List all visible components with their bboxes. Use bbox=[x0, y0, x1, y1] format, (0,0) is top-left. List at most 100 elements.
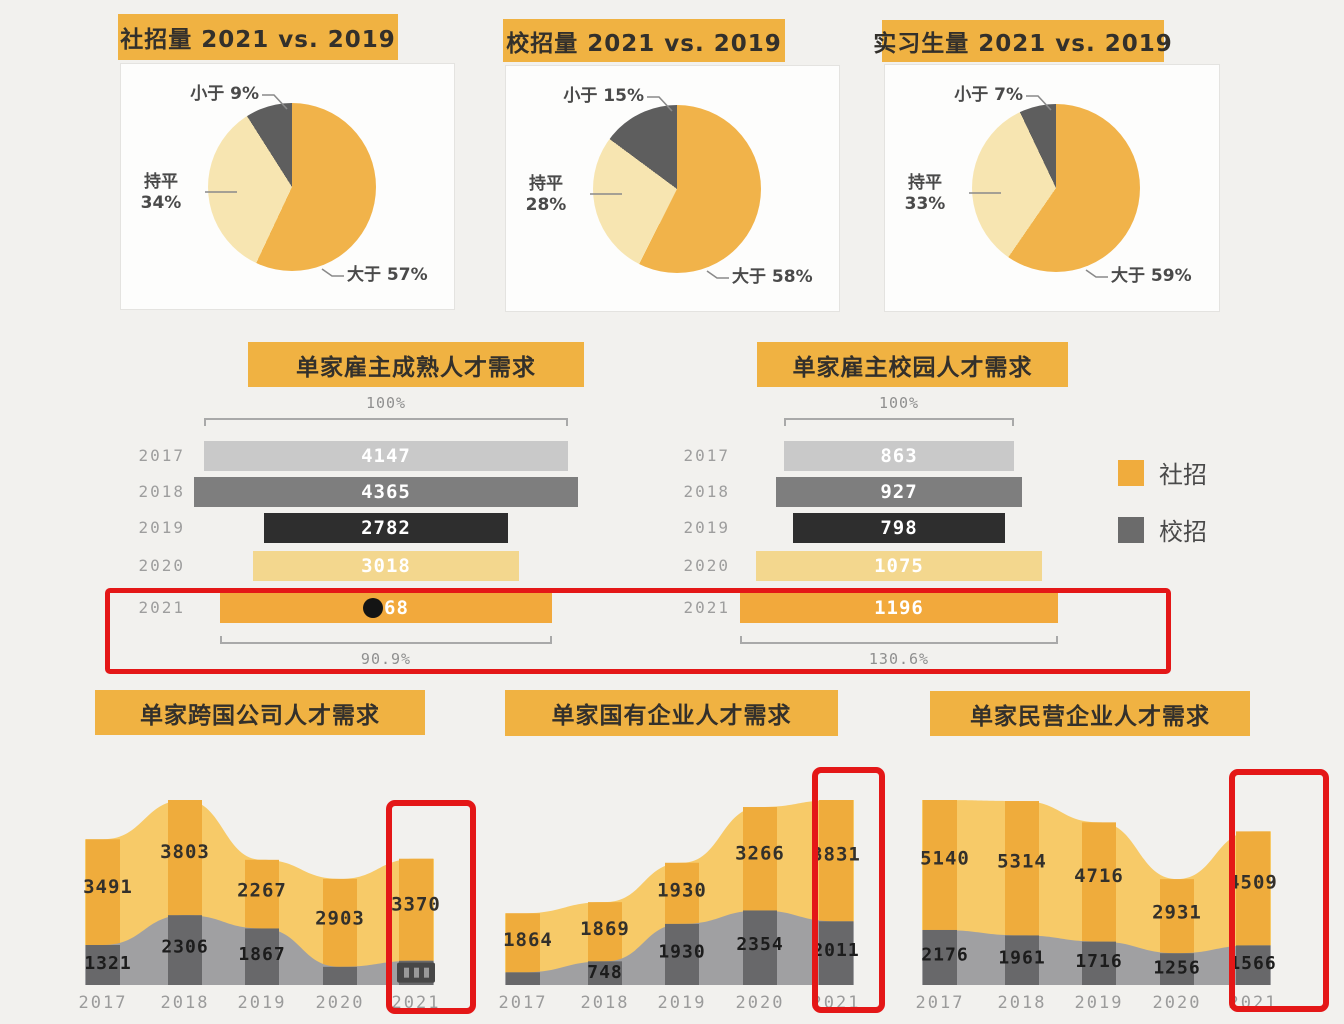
recruit-column-2018 bbox=[168, 800, 202, 916]
recruit-value-2017: 3491 bbox=[83, 876, 133, 898]
bar-2019: 798 bbox=[792, 513, 1006, 543]
campus-value-2018: 748 bbox=[587, 962, 623, 983]
legend-item-social-recruit: 社招 bbox=[1118, 455, 1207, 490]
x-axis-label-2021: 2021 bbox=[392, 993, 441, 1013]
campus-value-2019: 1867 bbox=[238, 944, 285, 965]
campus-column-2021 bbox=[1236, 945, 1270, 985]
bar-value-2021: 1196 bbox=[874, 597, 924, 619]
x-axis-label-2019: 2019 bbox=[658, 993, 707, 1013]
recruit-value-2021: 3370 bbox=[391, 894, 441, 916]
campus-column-2020 bbox=[323, 966, 357, 985]
bar-2019: 2782 bbox=[263, 513, 509, 543]
recruit-value-2018: 1869 bbox=[580, 918, 630, 940]
legend-swatch-social bbox=[1118, 459, 1144, 486]
recruit-column-2019 bbox=[245, 859, 279, 929]
bar-result-bracket bbox=[740, 636, 1058, 644]
pie-card-campus-recruit: 小于 15% 持平 28% 大于 58% bbox=[505, 65, 840, 312]
recruit-column-2021 bbox=[819, 800, 853, 922]
bar-2021: 68 bbox=[220, 593, 552, 623]
pie-label-flat: 持平 33% bbox=[904, 173, 946, 214]
area-chart-state-owned: 1864 2017 1869 748 2018 1930 1930 2019 3266 2354 2… bbox=[498, 778, 908, 1024]
x-axis-label-2018: 2018 bbox=[998, 993, 1047, 1013]
recruit-column-2020 bbox=[323, 878, 357, 967]
censored-glyph bbox=[424, 967, 429, 978]
area-chart-private: 5140 2176 2017 5314 1961 2018 4716 1716 2019 2931… bbox=[915, 778, 1325, 1024]
pie-label-greater: 大于 57% bbox=[347, 265, 428, 285]
campus-value-2018: 2306 bbox=[161, 937, 208, 958]
bar-top-annotation: 100% bbox=[878, 394, 920, 412]
legend-swatch-campus bbox=[1118, 516, 1144, 543]
bar-2018: 4365 bbox=[194, 477, 578, 507]
x-axis-label-2020: 2020 bbox=[736, 993, 785, 1013]
bar-value-2020: 3018 bbox=[361, 555, 411, 577]
bar-year-label-2020: 2020 bbox=[683, 556, 730, 575]
legend-label-social: 社招 bbox=[1159, 461, 1207, 489]
x-axis-label-2021: 2021 bbox=[1229, 993, 1278, 1013]
bar-2020: 3018 bbox=[253, 551, 519, 581]
bar-2020: 1075 bbox=[756, 551, 1042, 581]
bar-year-label-2021: 2021 bbox=[138, 598, 185, 617]
campus-column-2019 bbox=[245, 928, 279, 985]
bar-result-bracket bbox=[220, 636, 552, 644]
recruit-column-2020 bbox=[743, 807, 777, 911]
recruit-value-2021: 3831 bbox=[811, 844, 861, 866]
bar-value-2019: 798 bbox=[880, 517, 918, 539]
bar-2021: 1196 bbox=[740, 593, 1058, 623]
pie-title-campus-recruit: 校招量 2021 vs. 2019 bbox=[503, 19, 785, 62]
recruit-value-2018: 3803 bbox=[160, 841, 210, 863]
censored-glyph bbox=[404, 967, 409, 978]
x-axis-label-2020: 2020 bbox=[316, 993, 365, 1013]
campus-column-2018 bbox=[1005, 935, 1039, 985]
campus-value-2019: 1716 bbox=[1075, 951, 1122, 972]
campus-column-2019 bbox=[665, 923, 699, 985]
legend-label-campus: 校招 bbox=[1159, 518, 1207, 546]
pie-label-greater: 大于 58% bbox=[732, 267, 813, 287]
x-axis-label-2017: 2017 bbox=[499, 993, 548, 1013]
campus-value-2018: 1961 bbox=[998, 948, 1045, 969]
campus-value-2020: 2354 bbox=[736, 934, 783, 955]
bar-chart-mature-talent: 100% 2017 4147 2018 4365 2019 2782 2020 3018 2021… bbox=[110, 392, 650, 677]
bar-value-2020: 1075 bbox=[874, 555, 924, 577]
recruit-value-2019: 2267 bbox=[237, 880, 287, 902]
x-axis-label-2018: 2018 bbox=[581, 993, 630, 1013]
recruit-value-2017: 1864 bbox=[503, 929, 553, 951]
bar-year-label-2019: 2019 bbox=[138, 518, 185, 537]
bar-year-label-2018: 2018 bbox=[683, 482, 730, 501]
bar-chart-campus-talent: 100% 2017 863 2018 927 2019 798 2020 1075 2021 119… bbox=[650, 392, 1190, 677]
bar-title-mature-talent: 单家雇主成熟人才需求 bbox=[248, 342, 584, 387]
x-axis-label-2019: 2019 bbox=[1075, 993, 1124, 1013]
pie-title-intern-volume: 实习生量 2021 vs. 2019 bbox=[873, 20, 1172, 62]
bar-reference-bracket bbox=[784, 418, 1014, 426]
campus-column-2021 bbox=[819, 921, 853, 985]
recruit-column-2020 bbox=[1160, 879, 1194, 954]
campus-column-2020 bbox=[743, 910, 777, 985]
bar-2017: 4147 bbox=[203, 441, 569, 471]
x-axis-label-2019: 2019 bbox=[238, 993, 287, 1013]
recruit-column-2021 bbox=[1236, 831, 1270, 946]
x-axis-label-2017: 2017 bbox=[916, 993, 965, 1013]
pie-label-greater: 大于 59% bbox=[1111, 266, 1192, 286]
recruit-value-2019: 4716 bbox=[1074, 865, 1124, 887]
pie-label-flat: 持平 28% bbox=[525, 174, 567, 215]
x-axis-label-2018: 2018 bbox=[161, 993, 210, 1013]
pie-intern-volume bbox=[972, 104, 1140, 272]
legend-item-campus-recruit: 校招 bbox=[1118, 512, 1207, 547]
recruit-value-2017: 5140 bbox=[920, 847, 970, 869]
area-svg-private: 5140 2176 2017 5314 1961 2018 4716 1716 2019 2931… bbox=[916, 800, 1278, 1013]
campus-value-2017: 1321 bbox=[84, 953, 131, 974]
x-axis-label-2021: 2021 bbox=[812, 993, 861, 1013]
bar-top-annotation: 100% bbox=[365, 394, 407, 412]
bar-bottom-annotation: 130.6% bbox=[868, 650, 930, 668]
pie-label-less: 小于 15% bbox=[563, 86, 644, 106]
bar-value-2018: 4365 bbox=[361, 481, 411, 503]
pie-social-recruit bbox=[208, 103, 376, 271]
campus-column-2018 bbox=[588, 961, 622, 985]
campus-value-2017: 2176 bbox=[921, 945, 968, 966]
bar-value-2021: 68 bbox=[384, 597, 409, 619]
bar-year-label-2018: 2018 bbox=[138, 482, 185, 501]
recruit-value-2019: 1930 bbox=[657, 879, 707, 901]
campus-column-2018 bbox=[168, 915, 202, 985]
censored-glyph bbox=[414, 967, 419, 978]
campus-value-2021: 2011 bbox=[812, 940, 859, 961]
